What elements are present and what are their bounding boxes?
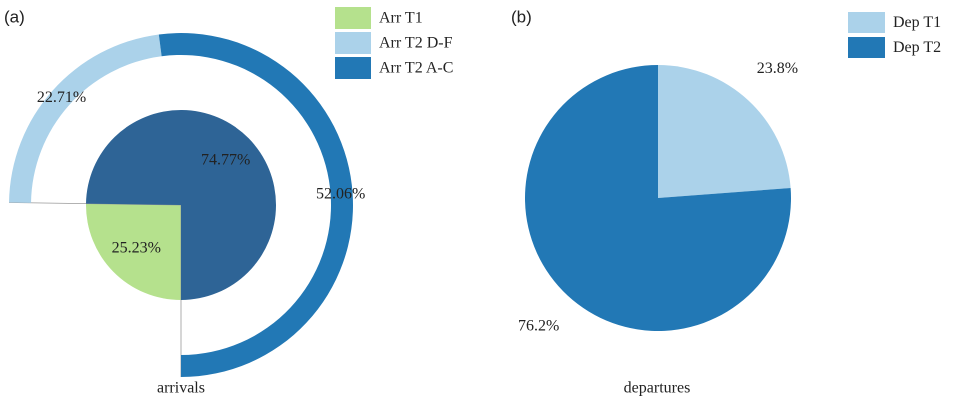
- value-label: 76.2%: [518, 317, 559, 334]
- value-label: 74.77%: [201, 152, 250, 169]
- legend-label: Arr T2 D-F: [379, 35, 453, 52]
- legend-label: Arr T2 A-C: [379, 60, 453, 77]
- value-label: 52.06%: [316, 185, 365, 202]
- value-label: 22.71%: [37, 89, 86, 106]
- legend-label: Arr T1: [379, 10, 423, 27]
- legend-swatch: [848, 12, 885, 33]
- legend-swatch: [335, 32, 371, 54]
- value-label: 23.8%: [757, 60, 798, 77]
- pie-slice: [658, 65, 791, 198]
- legend-swatch: [335, 7, 371, 29]
- legend-swatch: [848, 37, 885, 58]
- ring-segment: [158, 32, 354, 378]
- x-label: arrivals: [157, 380, 205, 397]
- x-label: departures: [624, 380, 691, 397]
- value-label: 25.23%: [112, 240, 161, 257]
- legend-label: Dep T1: [893, 14, 941, 31]
- legend-label: Dep T2: [893, 39, 941, 56]
- pie-slice: [85, 203, 181, 300]
- pie-slice: [525, 65, 791, 331]
- panel-label: (b): [511, 7, 532, 26]
- panel-label: (a): [4, 7, 25, 26]
- pie-slice: [86, 110, 276, 301]
- ring-segment: [9, 34, 162, 203]
- legend-swatch: [335, 57, 371, 79]
